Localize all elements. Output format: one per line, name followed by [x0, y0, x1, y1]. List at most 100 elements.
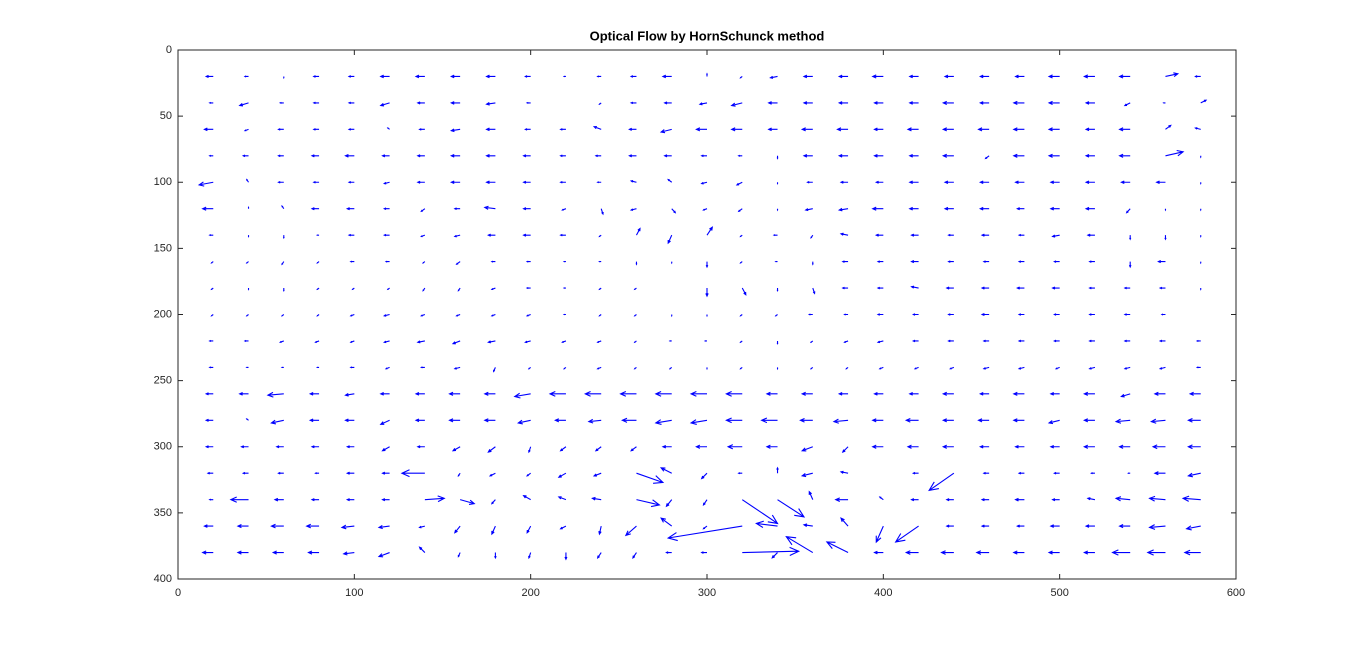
flow-arrow: [204, 74, 214, 78]
flow-arrow: [245, 418, 249, 421]
flow-arrow: [208, 154, 214, 157]
flow-arrow: [1051, 286, 1060, 290]
flow-arrow: [841, 286, 849, 290]
flow-arrow: [522, 233, 531, 237]
flow-arrow: [812, 287, 816, 295]
flow-arrow: [982, 260, 990, 263]
flow-arrow: [629, 180, 637, 183]
flow-arrow: [706, 72, 708, 77]
flow-arrow: [1047, 419, 1060, 425]
flow-arrow: [275, 445, 284, 449]
flow-arrow: [839, 470, 849, 474]
flow-arrow: [384, 260, 390, 263]
flow-arrow: [414, 74, 425, 79]
flow-arrow: [1047, 100, 1060, 105]
flow-arrow: [871, 74, 884, 79]
flow-arrow: [1047, 550, 1060, 555]
flow-arrow: [561, 208, 567, 211]
flow-arrow: [280, 314, 285, 317]
flow-arrow: [661, 74, 672, 79]
flow-arrow: [741, 287, 747, 296]
flow-arrow: [562, 260, 566, 263]
flow-arrow: [665, 499, 673, 508]
flow-arrow: [416, 340, 425, 344]
flow-arrow: [928, 472, 955, 492]
flow-arrow: [878, 496, 884, 501]
flow-arrow: [908, 392, 919, 396]
flow-arrow: [800, 127, 813, 132]
flow-arrow: [345, 207, 355, 211]
flow-arrow: [493, 367, 496, 373]
flow-arrow: [197, 181, 214, 187]
flow-arrow: [273, 497, 284, 502]
flow-arrow: [488, 472, 496, 477]
flow-arrow: [671, 208, 677, 214]
flow-arrow: [1051, 498, 1060, 502]
flow-arrow: [1088, 366, 1096, 370]
flow-arrow: [876, 340, 884, 344]
flow-arrow: [949, 366, 955, 370]
flow-arrow: [312, 75, 320, 78]
flow-arrow: [947, 313, 954, 316]
flow-arrow: [873, 550, 884, 555]
flow-arrow: [377, 552, 390, 558]
flow-arrow: [561, 340, 567, 343]
flow-arrow: [1088, 339, 1095, 343]
flow-arrow: [1083, 74, 1095, 79]
flow-arrow: [559, 154, 566, 158]
flow-arrow: [448, 418, 461, 423]
flow-arrow: [802, 153, 813, 158]
flow-arrow: [517, 419, 531, 425]
x-tick-label: 0: [175, 587, 181, 599]
flow-arrow: [1053, 339, 1060, 343]
flow-arrow: [1090, 472, 1095, 475]
flow-arrow: [943, 206, 954, 211]
flow-arrow: [1051, 234, 1060, 238]
flow-arrow: [980, 286, 990, 290]
flow-arrow: [873, 153, 884, 158]
flow-arrow: [628, 127, 637, 131]
flow-arrow: [739, 314, 743, 317]
flow-arrow: [490, 287, 496, 291]
flow-arrow: [525, 313, 531, 317]
flow-arrow: [243, 128, 249, 132]
flow-arrow: [279, 340, 284, 343]
flow-arrow: [941, 127, 954, 132]
flow-arrow: [811, 261, 814, 266]
flow-arrow: [206, 471, 214, 475]
flow-arrow: [908, 206, 919, 211]
x-tick-label: 600: [1227, 587, 1245, 599]
flow-arrow: [596, 366, 602, 370]
flow-arrow: [314, 340, 320, 343]
flow-arrow: [420, 366, 425, 369]
flow-arrow: [594, 154, 602, 158]
flow-arrow: [210, 261, 214, 264]
flow-arrow: [908, 180, 919, 185]
flow-arrow: [345, 445, 355, 449]
flow-arrow: [383, 340, 390, 344]
flow-arrow: [562, 75, 566, 78]
flow-arrow: [910, 233, 919, 237]
flow-arrow: [208, 498, 214, 501]
y-tick-label: 0: [166, 44, 172, 56]
flow-arrow: [1047, 74, 1060, 79]
flow-arrow: [1016, 286, 1025, 290]
flow-arrow: [312, 180, 320, 184]
flow-arrow: [524, 128, 531, 131]
flow-arrow: [483, 418, 496, 423]
flow-arrow: [345, 471, 355, 475]
flow-arrow: [1164, 235, 1167, 241]
flow-arrow: [245, 261, 249, 264]
flow-arrow: [483, 205, 496, 210]
flow-arrow: [904, 550, 919, 555]
flow-arrow: [381, 498, 390, 502]
flow-arrow: [904, 417, 919, 423]
flow-arrow: [583, 390, 602, 397]
flow-arrow: [559, 446, 567, 452]
flow-arrow: [1114, 418, 1131, 424]
flow-arrow: [941, 153, 954, 158]
flow-arrow: [1123, 339, 1131, 343]
flow-arrow: [628, 154, 637, 158]
flow-arrow: [633, 340, 637, 344]
flow-arrow: [1146, 549, 1166, 556]
